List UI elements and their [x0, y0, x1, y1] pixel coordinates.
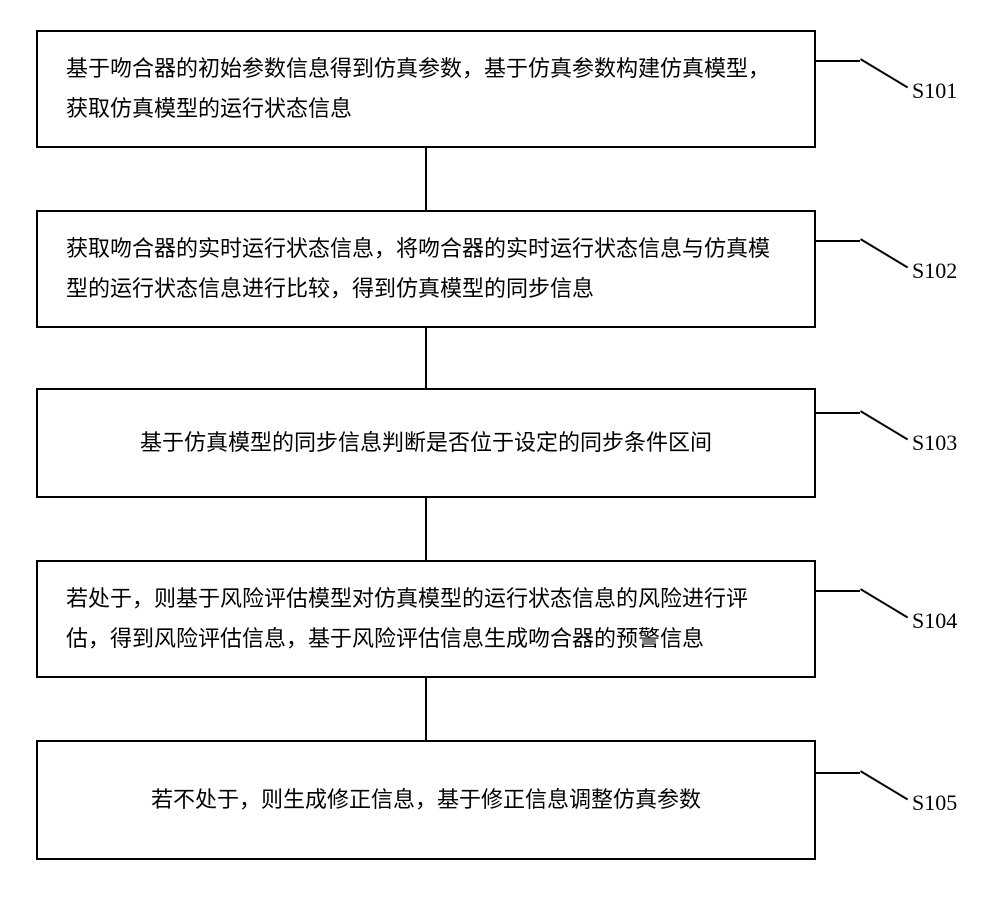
flow-step-text: 基于仿真模型的同步信息判断是否位于设定的同步条件区间 [66, 423, 786, 463]
flow-step-s101: 基于吻合器的初始参数信息得到仿真参数，基于仿真参数构建仿真模型，获取仿真模型的运… [36, 30, 816, 148]
flow-step-s104: 若处于，则基于风险评估模型对仿真模型的运行状态信息的风险进行评估，得到风险评估信… [36, 560, 816, 678]
connector-s101-s102 [425, 148, 427, 210]
leader-d-s101 [860, 58, 908, 88]
flow-step-text: 若不处于，则生成修正信息，基于修正信息调整仿真参数 [66, 780, 786, 820]
leader-d-s103 [860, 410, 908, 440]
flow-step-text: 基于吻合器的初始参数信息得到仿真参数，基于仿真参数构建仿真模型，获取仿真模型的运… [66, 49, 786, 128]
leader-d-s105 [860, 770, 908, 800]
flow-step-s102: 获取吻合器的实时运行状态信息，将吻合器的实时运行状态信息与仿真模型的运行状态信息… [36, 210, 816, 328]
leader-h-s105 [816, 772, 860, 774]
step-label-s101: S101 [912, 78, 957, 104]
leader-d-s104 [860, 588, 908, 618]
step-label-s103: S103 [912, 430, 957, 456]
connector-s103-s104 [425, 498, 427, 560]
connector-s102-s103 [425, 328, 427, 388]
step-label-s102: S102 [912, 258, 957, 284]
leader-h-s104 [816, 590, 860, 592]
connector-s104-s105 [425, 678, 427, 740]
step-label-s105: S105 [912, 790, 957, 816]
flow-step-s105: 若不处于，则生成修正信息，基于修正信息调整仿真参数 [36, 740, 816, 860]
flow-step-text: 获取吻合器的实时运行状态信息，将吻合器的实时运行状态信息与仿真模型的运行状态信息… [66, 229, 786, 308]
leader-h-s103 [816, 412, 860, 414]
leader-h-s101 [816, 60, 860, 62]
flow-step-text: 若处于，则基于风险评估模型对仿真模型的运行状态信息的风险进行评估，得到风险评估信… [66, 579, 786, 658]
step-label-s104: S104 [912, 608, 957, 634]
flow-step-s103: 基于仿真模型的同步信息判断是否位于设定的同步条件区间 [36, 388, 816, 498]
leader-d-s102 [860, 238, 908, 268]
leader-h-s102 [816, 240, 860, 242]
